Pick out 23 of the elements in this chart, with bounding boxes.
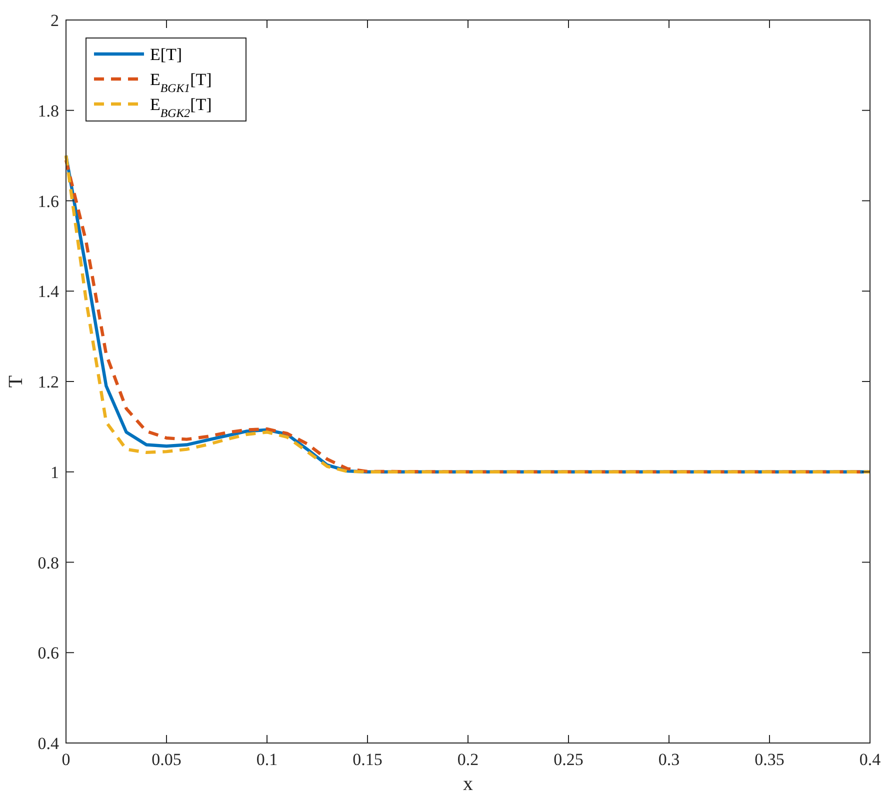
x-tick-label: 0.2 bbox=[457, 750, 479, 769]
y-tick-label: 0.4 bbox=[38, 734, 60, 753]
y-tick-label: 2 bbox=[50, 11, 59, 30]
y-tick-label: 1.4 bbox=[38, 282, 60, 302]
x-tick-label: 0.4 bbox=[859, 750, 882, 769]
x-tick-label: 0.1 bbox=[256, 750, 278, 769]
legend-label: E[T] bbox=[150, 45, 182, 64]
y-axis-title: T bbox=[5, 375, 27, 388]
y-tick-label: 0.6 bbox=[38, 644, 59, 663]
x-tick-label: 0.25 bbox=[554, 750, 584, 769]
x-tick-label: 0.3 bbox=[658, 750, 680, 769]
y-tick-label: 1.8 bbox=[38, 101, 59, 120]
x-tick-label: 0 bbox=[62, 750, 70, 769]
y-tick-label: 0.8 bbox=[38, 553, 59, 572]
legend-label: E$_{BGK2}$[T] bbox=[150, 95, 212, 120]
x-tick-label: 0.05 bbox=[152, 750, 182, 769]
x-tick-label: 0.15 bbox=[352, 750, 382, 769]
x-tick-label: 0.35 bbox=[754, 750, 784, 769]
legend-label: E$_{BGK1}$[T] bbox=[150, 70, 212, 95]
x-axis-title: x bbox=[463, 773, 473, 795]
y-tick-label: 1.6 bbox=[38, 192, 59, 211]
y-tick-label: 1 bbox=[50, 462, 59, 482]
y-tick-label: 1.2 bbox=[38, 372, 59, 392]
